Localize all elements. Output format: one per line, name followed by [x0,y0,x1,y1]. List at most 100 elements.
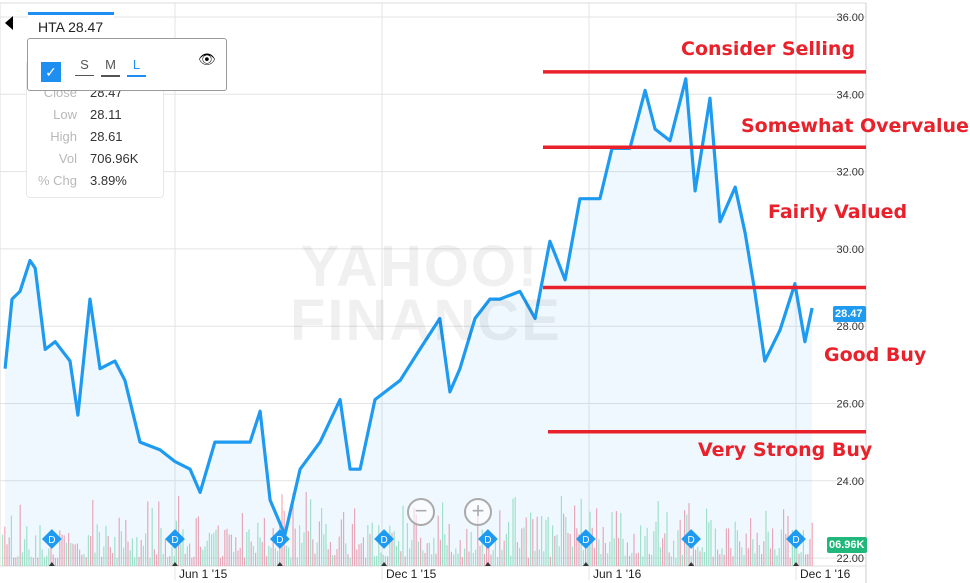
volume-bar [516,542,518,566]
volume-bar [763,541,765,566]
volume-bar [512,498,514,566]
show-series-checkbox[interactable]: ✓ [41,62,61,82]
volume-bar [94,552,96,566]
event-tick [172,562,178,566]
volume-bar [224,529,226,566]
dividend-event-marker[interactable]: D [374,529,394,549]
volume-bar [794,547,796,566]
event-label: D [380,535,387,546]
volume-bar [477,515,479,566]
volume-bar [15,557,17,566]
volume-bar [21,552,23,566]
volume-bar [406,523,408,566]
volume-bar [299,525,301,566]
dividend-event-marker[interactable]: D [269,529,290,549]
volume-bar [140,540,142,566]
volume-bar [329,542,331,566]
volume-bar [499,510,501,566]
volume-bar [259,537,261,566]
volume-bar [690,555,692,566]
volume-bar [730,548,732,566]
ticker-label[interactable]: HTA 28.47 [28,12,114,40]
volume-bar [448,524,450,566]
collapse-arrow-icon[interactable] [5,16,13,30]
volume-bar [785,533,787,566]
event-label: D [48,535,55,546]
volume-bar [244,557,246,566]
x-tick-label: Dec 1 '16 [800,567,851,581]
volume-bar [178,496,180,566]
dividend-event-marker[interactable]: D [786,529,806,549]
volume-bar [464,548,466,566]
volume-bar [255,552,257,566]
volume-bar [655,522,657,566]
volume-bar [637,552,639,566]
volume-bar [30,556,32,566]
volume-bar [252,546,254,566]
volume-bar [446,545,448,566]
volume-bar [475,549,477,566]
size-large-button[interactable]: L [127,57,146,77]
volume-bar [519,547,521,566]
volume-bar [237,550,239,566]
volume-bar [470,532,472,566]
volume-bar [226,528,228,566]
volume-bar [670,556,672,566]
dividend-event-marker[interactable]: D [681,529,702,549]
volume-bar [362,537,364,566]
y-tick-label: 36.00 [836,12,864,24]
volume-bar [131,538,133,566]
volume-bar [494,539,496,566]
volume-bar [728,528,730,566]
volume-bar [43,557,45,566]
annotation-very-strong-buy: Very Strong Buy [698,439,873,461]
volume-bar [197,516,199,566]
volume-bar [65,542,67,566]
volume-bar [294,528,296,566]
size-medium-button[interactable]: M [101,57,120,77]
volume-bar [59,530,61,566]
legend-key: % Chg [37,173,77,188]
volume-bar [321,507,323,566]
volume-bar [591,527,593,566]
volume-bar [648,554,650,566]
volume-bar [186,546,188,566]
volume-bar [360,543,362,566]
size-small-button[interactable]: S [75,57,94,76]
dividend-event-marker[interactable]: D [478,529,498,549]
volume-bar [629,555,631,566]
event-tick [276,562,283,566]
volume-bar [118,517,120,566]
volume-bar [204,546,206,566]
volume-bar [246,531,248,566]
volume-bar [811,522,813,566]
volume-bar [732,556,734,566]
volume-bar [490,554,492,566]
volume-bar [631,552,633,566]
dividend-event-marker[interactable]: D [575,529,596,549]
volume-bar [208,532,210,566]
volume-bar [679,519,681,566]
volume-bar [497,556,499,566]
legend-value: 3.89% [90,173,127,188]
volume-bar [61,534,63,566]
volume-bar [235,537,237,566]
zoom-out-button[interactable]: − [407,498,435,526]
volume-bar [345,543,347,566]
volume-bar [336,549,338,566]
volume-bar [261,542,263,566]
volume-bar [437,515,439,566]
eye-icon[interactable]: 👁 [198,51,216,67]
volume-bar [184,553,186,566]
volume-bar [807,553,809,566]
volume-bar [541,516,543,566]
volume-bar [626,542,628,566]
volume-bar [604,543,606,566]
zoom-in-button[interactable]: + [464,498,492,526]
volume-bar [116,557,118,566]
volume-bar [70,543,72,566]
volume-bar [35,535,37,566]
volume-bar [563,513,565,566]
annotation-good-buy: Good Buy [824,344,927,366]
